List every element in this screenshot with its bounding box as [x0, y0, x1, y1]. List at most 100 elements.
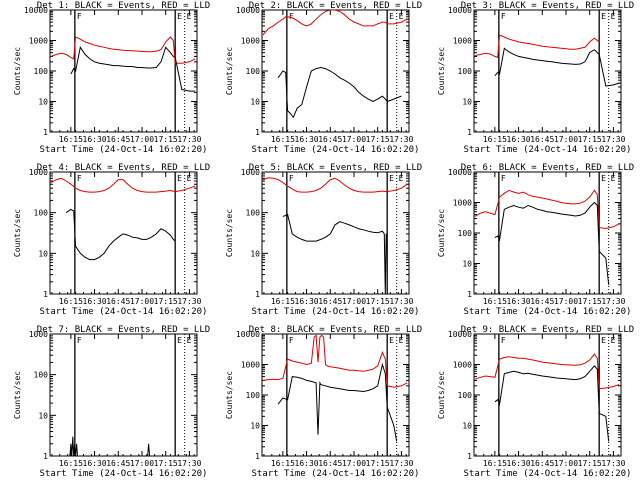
x-tick-label: 16:15 [59, 135, 83, 144]
x-tick-label: 17:30 [177, 297, 201, 306]
x-tick-label: 16:30 [295, 135, 319, 144]
x-axis-label: Start Time (24-Oct-14 16:02:20) [40, 307, 208, 317]
marker-label: F [501, 174, 506, 183]
y-tick-label: 10000 [448, 6, 472, 15]
x-axis-label: Start Time (24-Oct-14 16:02:20) [464, 469, 632, 479]
y-tick-label: 10000 [236, 6, 260, 15]
y-tick-label: 1000 [29, 37, 48, 46]
detector-plot-3: Det 3: BLACK = Events, RED = LLD 1 10 100 10… [437, 1, 634, 155]
plot-title: Det 4: BLACK = Events, RED = LLD [37, 163, 210, 173]
marker-label: E [611, 174, 616, 183]
detector-plot-1: Det 1: BLACK = Events, RED = LLD 1 10 100 10… [13, 1, 210, 155]
lld-series-line [50, 177, 196, 193]
y-tick-label: 10 [462, 98, 472, 107]
plot-title: Det 8: BLACK = Events, RED = LLD [249, 325, 422, 335]
x-tick-label: 16:30 [507, 297, 531, 306]
x-tick-label: 17:00 [342, 297, 366, 306]
x-tick-label: 16:45 [530, 135, 554, 144]
y-tick-label: 10 [462, 260, 472, 269]
marker-label: E [187, 12, 192, 21]
plot-title: Det 3: BLACK = Events, RED = LLD [461, 1, 634, 11]
lld-series-line [262, 10, 408, 36]
events-series-line [494, 365, 610, 442]
x-axis-label: Start Time (24-Oct-14 16:02:20) [40, 469, 208, 479]
marker-label: F [501, 336, 506, 345]
x-tick-label: 16:15 [59, 297, 83, 306]
x-tick-label: 16:45 [318, 459, 342, 468]
y-tick-label: 1 [467, 128, 472, 137]
x-tick-label: 17:15 [154, 297, 178, 306]
marker-label: E [611, 12, 616, 21]
x-tick-label: 16:45 [530, 297, 554, 306]
y-tick-label: 10000 [236, 330, 260, 339]
x-tick-label: 16:45 [106, 297, 130, 306]
plot-title: Det 9: BLACK = Events, RED = LLD [461, 325, 634, 335]
x-axis-label: Start Time (24-Oct-14 16:02:20) [252, 307, 420, 317]
y-tick-label: 1 [43, 452, 48, 461]
x-tick-label: 17:00 [130, 135, 154, 144]
lld-series-line [262, 334, 408, 388]
marker-label: E [187, 174, 192, 183]
y-tick-label: 10 [250, 98, 260, 107]
events-series-line [282, 213, 387, 294]
detector-plot-7: Det 7: BLACK = Events, RED = LLD 1 10 100 10… [13, 325, 210, 479]
y-tick-label: 100 [458, 229, 473, 238]
y-tick-label: 100 [34, 67, 49, 76]
y-axis-label: Counts/sec [225, 47, 234, 95]
y-tick-label: 1000 [453, 37, 472, 46]
y-tick-label: 10000 [448, 330, 472, 339]
marker-label: E [601, 12, 606, 21]
events-series-line [277, 362, 398, 442]
detector-plot-5: Det 5: BLACK = Events, RED = LLD 1 10 100 10… [225, 163, 422, 317]
y-tick-label: 1 [467, 290, 472, 299]
marker-label: E [399, 336, 404, 345]
marker-label: E [177, 174, 182, 183]
marker-label: F [289, 174, 294, 183]
x-tick-label: 17:30 [177, 135, 201, 144]
detector-plot-2: Det 2: BLACK = Events, RED = LLD 1 10 100 10… [225, 1, 422, 155]
x-axis-label: Start Time (24-Oct-14 16:02:20) [464, 145, 632, 155]
y-axis-label: Counts/sec [13, 209, 22, 257]
y-tick-label: 10 [38, 98, 48, 107]
x-tick-label: 17:00 [342, 459, 366, 468]
y-tick-label: 100 [246, 209, 261, 218]
x-tick-label: 16:45 [106, 135, 130, 144]
y-tick-label: 100 [246, 67, 261, 76]
marker-label: E [389, 174, 394, 183]
y-tick-label: 100 [246, 391, 261, 400]
x-tick-label: 16:45 [318, 135, 342, 144]
x-tick-label: 17:15 [154, 459, 178, 468]
x-tick-label: 17:30 [601, 297, 625, 306]
y-tick-label: 1000 [453, 199, 472, 208]
marker-label: F [77, 12, 82, 21]
x-tick-label: 16:15 [271, 459, 295, 468]
y-tick-label: 1000 [241, 168, 260, 177]
plot-title: Det 2: BLACK = Events, RED = LLD [249, 1, 422, 11]
events-series-line [277, 66, 402, 119]
y-tick-label: 10 [38, 249, 48, 258]
marker-label: F [289, 336, 294, 345]
plot-title: Det 5: BLACK = Events, RED = LLD [249, 163, 422, 173]
x-tick-label: 16:30 [83, 459, 107, 468]
lld-series-line [474, 353, 620, 390]
lld-series-line [474, 34, 600, 59]
y-tick-label: 10000 [448, 168, 472, 177]
marker-label: E [177, 336, 182, 345]
plot-title: Det 7: BLACK = Events, RED = LLD [37, 325, 210, 335]
y-tick-label: 1000 [453, 361, 472, 370]
y-axis-label: Counts/sec [225, 209, 234, 257]
events-series-line [494, 201, 610, 285]
x-tick-label: 16:45 [318, 297, 342, 306]
x-tick-label: 16:30 [295, 297, 319, 306]
x-tick-label: 17:00 [554, 297, 578, 306]
y-tick-label: 100 [34, 371, 49, 380]
x-tick-label: 17:15 [366, 297, 390, 306]
x-tick-label: 16:30 [83, 135, 107, 144]
events-series-line [65, 208, 176, 261]
y-axis-label: Counts/sec [13, 371, 22, 419]
detector-plot-4: Det 4: BLACK = Events, RED = LLD 1 10 100 10… [13, 163, 210, 317]
x-tick-label: 17:00 [554, 135, 578, 144]
y-tick-label: 100 [458, 67, 473, 76]
x-tick-label: 17:15 [578, 297, 602, 306]
